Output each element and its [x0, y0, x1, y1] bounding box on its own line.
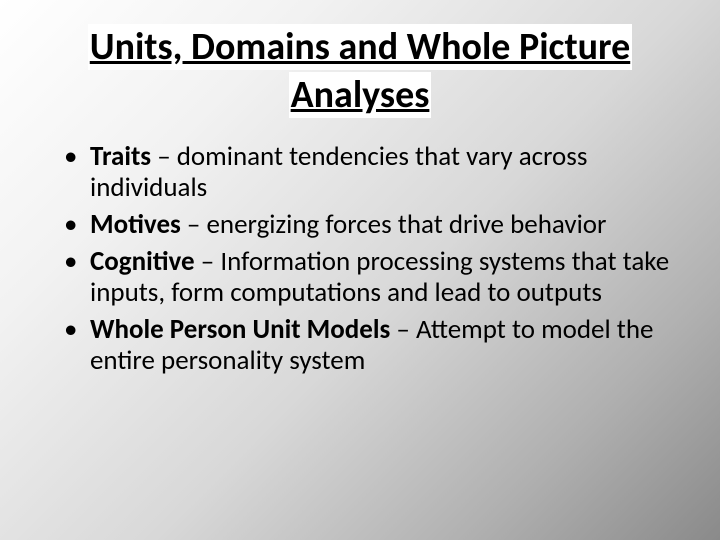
- list-item: Motives – energizing forces that drive b…: [70, 209, 670, 240]
- bullet-sep: –: [151, 140, 177, 173]
- bullet-desc: energizing forces that drive behavior: [206, 208, 606, 241]
- bullet-list: Traits – dominant tendencies that vary a…: [70, 141, 670, 376]
- bullet-sep: –: [181, 208, 207, 241]
- bullet-term: Whole Person Unit Models: [90, 313, 390, 346]
- bullet-sep: –: [195, 245, 221, 278]
- bullet-term: Cognitive: [90, 245, 195, 278]
- bullet-sep: –: [390, 313, 416, 346]
- slide-title-line2: Analyses: [289, 72, 432, 118]
- title-block: Units, Domains and Whole Picture Analyse…: [0, 0, 720, 119]
- bullet-term: Motives: [90, 208, 181, 241]
- body-block: Traits – dominant tendencies that vary a…: [0, 119, 720, 376]
- bullet-term: Traits: [90, 140, 151, 173]
- list-item: Whole Person Unit Models – Attempt to mo…: [70, 314, 670, 376]
- list-item: Cognitive – Information processing syste…: [70, 246, 670, 308]
- list-item: Traits – dominant tendencies that vary a…: [70, 141, 670, 203]
- slide: Units, Domains and Whole Picture Analyse…: [0, 0, 720, 540]
- slide-title-line1: Units, Domains and Whole Picture: [88, 24, 632, 70]
